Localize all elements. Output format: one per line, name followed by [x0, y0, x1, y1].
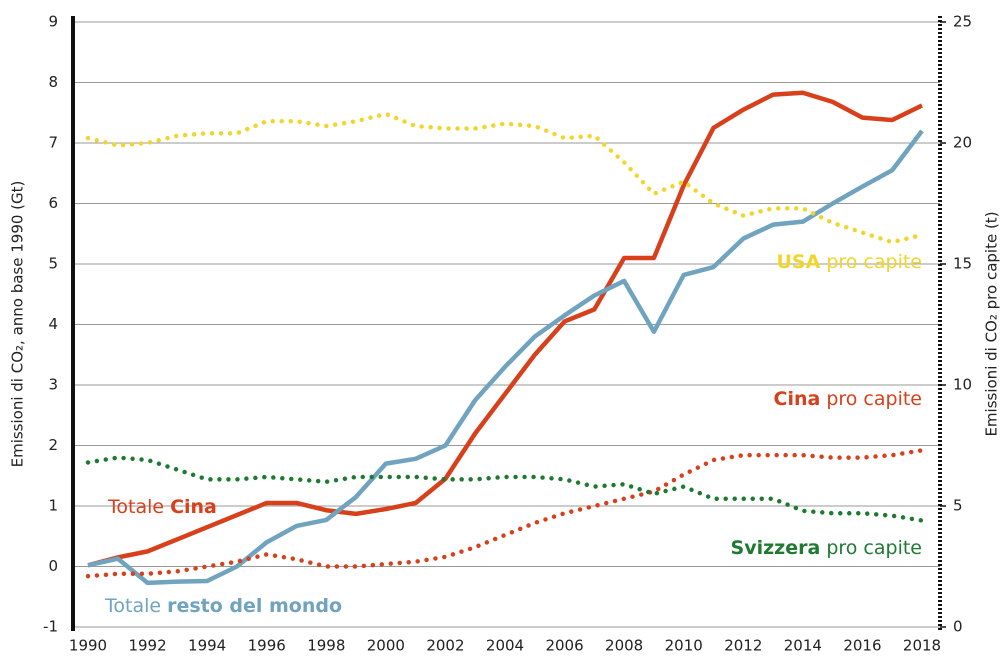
y2-tick-label: 5	[953, 497, 963, 515]
x-tick-label: 2008	[605, 637, 643, 655]
x-tick-label: 2000	[367, 637, 405, 655]
series-label-part: resto del mondo	[167, 595, 342, 617]
y-tick-label: 3	[48, 376, 58, 394]
y2-tick-label: 10	[953, 376, 972, 394]
y2-tick-label: 25	[953, 13, 972, 31]
y2-axis-label: Emissioni di CO₂ pro capite (t)	[983, 211, 1001, 436]
series-label: Svizzera pro capite	[731, 537, 922, 559]
y-axis-label: Emissioni di CO₂, anno base 1990 (Gt)	[9, 181, 27, 468]
series-line	[87, 129, 924, 586]
series-label: Totale Cina	[107, 496, 217, 518]
x-tick-label: 2002	[426, 637, 464, 655]
series-label-part: Totale	[107, 496, 164, 518]
x-tick-label: 1998	[307, 637, 345, 655]
y-tick-label: 0	[48, 557, 58, 575]
y-tick-label: -1	[43, 618, 58, 636]
y-tick-label: 6	[48, 194, 58, 212]
y-tick-label: 7	[48, 134, 58, 152]
y2-tick-label: 0	[953, 618, 963, 636]
series-label-part: pro capite	[826, 251, 922, 273]
y-tick-label: 5	[48, 255, 58, 273]
x-tick-label: 2012	[724, 637, 762, 655]
x-tick-label: 2018	[903, 637, 941, 655]
series-label-part: Cina	[774, 388, 821, 410]
x-tick-label: 1992	[128, 637, 166, 655]
series-label-part: Cina	[170, 496, 217, 518]
series-line	[85, 455, 925, 523]
y-tick-label: 8	[48, 73, 58, 91]
x-tick-label: 2010	[665, 637, 703, 655]
series-line	[87, 90, 923, 568]
x-tick-label: 1994	[188, 637, 226, 655]
y-tick-label: 2	[48, 436, 58, 454]
x-tick-label: 2016	[843, 637, 881, 655]
series-label-part: pro capite	[826, 388, 922, 410]
series-label-part: Svizzera	[731, 537, 821, 559]
series-label: USA pro capite	[776, 251, 922, 273]
y-tick-label: 4	[48, 315, 58, 333]
y2-tick-label: 15	[953, 255, 972, 273]
series-label-part: pro capite	[826, 537, 922, 559]
x-tick-label: 1996	[248, 637, 286, 655]
y-tick-label: 9	[48, 13, 58, 31]
x-tick-label: 2006	[545, 637, 583, 655]
x-tick-label: 2014	[784, 637, 822, 655]
series-label-part: USA	[776, 251, 820, 273]
x-tick-label: 2004	[486, 637, 524, 655]
series-label-part: Totale	[104, 595, 161, 617]
y-tick-label: 1	[48, 497, 58, 515]
series-label: Cina pro capite	[774, 388, 923, 410]
x-tick-label: 1990	[69, 637, 107, 655]
series-label: Totale resto del mondo	[104, 595, 342, 617]
y2-tick-label: 20	[953, 134, 972, 152]
series-line	[85, 448, 925, 579]
